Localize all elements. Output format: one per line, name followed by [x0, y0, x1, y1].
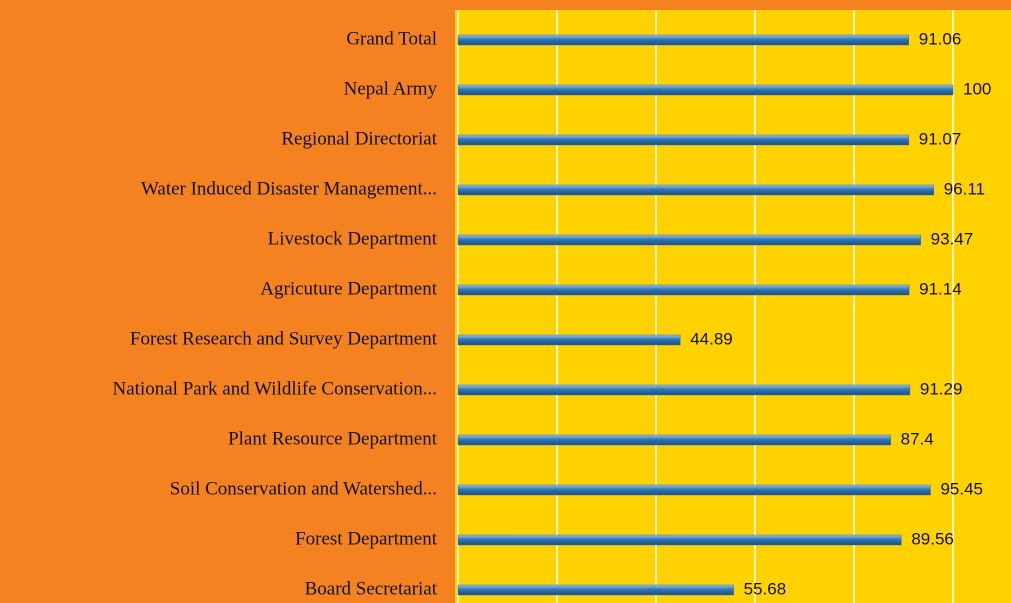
bar — [457, 584, 734, 596]
value-label: 55.68 — [744, 579, 787, 598]
bar — [457, 134, 910, 146]
category-label: Water Induced Disaster Management... — [141, 178, 437, 199]
category-label: Livestock Department — [268, 228, 438, 249]
category-label: National Park and Wildlife Conservation.… — [113, 378, 437, 399]
bar — [457, 534, 902, 546]
bar — [457, 484, 931, 496]
value-label: 95.45 — [940, 479, 983, 498]
value-label: 91.14 — [919, 279, 962, 298]
bar — [457, 384, 911, 396]
value-label: 87.4 — [901, 429, 934, 448]
category-label: Grand Total — [346, 28, 437, 49]
category-label: Forest Research and Survey Department — [130, 328, 438, 349]
category-label: Board Secretariat — [305, 578, 438, 599]
bar — [457, 34, 909, 46]
category-label: Nepal Army — [344, 78, 438, 99]
bar — [457, 84, 954, 96]
value-label: 44.89 — [690, 329, 733, 348]
bar — [457, 434, 891, 446]
plot-area — [455, 10, 1011, 603]
bar — [457, 234, 921, 246]
value-label: 89.56 — [911, 529, 954, 548]
value-label: 91.06 — [919, 29, 962, 48]
category-label: Soil Conservation and Watershed... — [170, 478, 437, 499]
category-label: Agricuture Department — [260, 278, 437, 299]
value-label: 100 — [963, 79, 991, 98]
value-label: 96.11 — [944, 179, 985, 198]
bar — [457, 284, 910, 296]
value-label: 91.07 — [919, 129, 962, 148]
bar — [457, 184, 934, 196]
value-label: 91.29 — [920, 379, 963, 398]
category-label: Regional Directoriat — [281, 128, 437, 149]
bar — [457, 334, 681, 346]
category-label: Plant Resource Department — [228, 428, 438, 449]
value-label: 93.47 — [931, 229, 974, 248]
category-label: Forest Department — [295, 528, 438, 549]
